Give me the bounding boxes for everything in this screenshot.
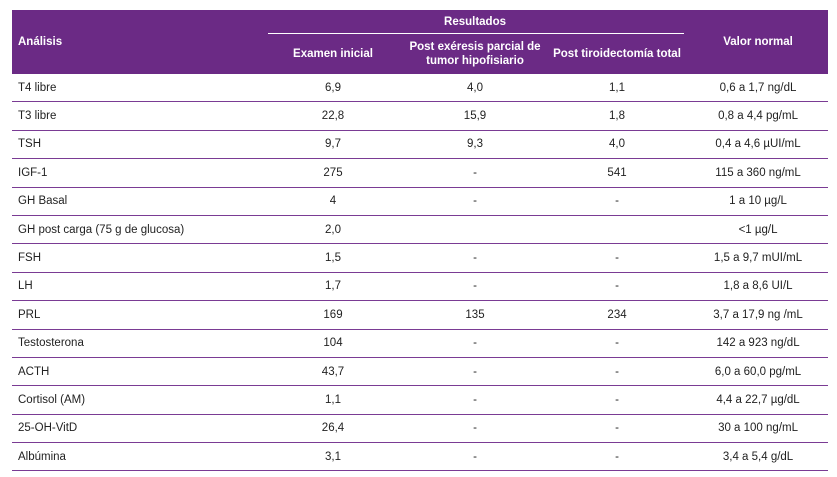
- lab-results-table-container: Análisis Resultados Valor normal Examen …: [12, 10, 829, 472]
- cell-post-exeresis: 15,9: [404, 101, 546, 131]
- cell-analysis: 25-OH-VitD: [12, 414, 262, 444]
- cell-post-thyroidectomy: -: [546, 414, 689, 444]
- table-row: T3 libre 22,8 15,9 1,8 0,8 a 4,4 pg/mL: [12, 101, 829, 131]
- cell-normal-value: 0,8 a 4,4 pg/mL: [688, 101, 829, 131]
- cell-exam-initial: 169: [262, 300, 404, 330]
- header-results: Resultados: [262, 10, 689, 34]
- cell-post-thyroidectomy: -: [546, 385, 689, 415]
- table-header: Análisis Resultados Valor normal Examen …: [12, 10, 829, 74]
- cell-post-thyroidectomy: -: [546, 329, 689, 358]
- cell-post-thyroidectomy: 1,8: [546, 101, 689, 131]
- table-row: Albúmina 3,1- -3,4 a 5,4 g/dL: [12, 442, 829, 472]
- cell-post-exeresis: -: [404, 243, 546, 273]
- cell-post-thyroidectomy: -: [546, 187, 689, 216]
- cell-exam-initial: 275: [262, 158, 404, 188]
- cell-normal-value: 142 a 923 ng/dL: [688, 329, 829, 358]
- cell-post-exeresis: 135: [404, 300, 546, 330]
- cell-post-exeresis: -: [404, 357, 546, 387]
- cell-post-thyroidectomy: -: [546, 442, 689, 472]
- lab-results-table: Análisis Resultados Valor normal Examen …: [12, 10, 829, 472]
- cell-post-thyroidectomy: 234: [546, 300, 689, 330]
- cell-exam-initial: 1,5: [262, 243, 404, 273]
- header-post-thyroidectomy: Post tiroidectomía total: [546, 34, 689, 74]
- table-row: Cortisol (AM) 1,1- -4,4 a 22,7 µg/dL: [12, 385, 829, 415]
- cell-normal-value: 30 a 100 ng/mL: [688, 414, 829, 444]
- cell-normal-value: 3,4 a 5,4 g/dL: [688, 442, 829, 472]
- cell-exam-initial: 3,1: [262, 442, 404, 472]
- table-row: T4 libre 6,9 4,0 1,1 0,6 a 1,7 ng/dL: [12, 74, 829, 103]
- cell-analysis: Albúmina: [12, 442, 262, 472]
- cell-analysis: GH Basal: [12, 187, 262, 216]
- table-row: IGF-1 275-541 115 a 360 ng/mL: [12, 158, 829, 188]
- cell-analysis: LH: [12, 272, 262, 302]
- cell-exam-initial: 22,8: [262, 101, 404, 131]
- cell-post-exeresis: -: [404, 158, 546, 188]
- cell-analysis: TSH: [12, 130, 262, 160]
- cell-exam-initial: 43,7: [262, 357, 404, 387]
- table-row: ACTH 43,7- -6,0 a 60,0 pg/mL: [12, 357, 829, 387]
- cell-post-thyroidectomy: 1,1: [546, 74, 689, 103]
- cell-analysis: T3 libre: [12, 101, 262, 131]
- cell-normal-value: 6,0 a 60,0 pg/mL: [688, 357, 829, 387]
- cell-post-exeresis: -: [404, 385, 546, 415]
- cell-normal-value: 0,4 a 4,6 µUI/mL: [688, 130, 829, 160]
- cell-exam-initial: 104: [262, 329, 404, 358]
- cell-normal-value: 115 a 360 ng/mL: [688, 158, 829, 188]
- header-normal-value: Valor normal: [688, 10, 829, 74]
- cell-normal-value: 1,5 a 9,7 mUI/mL: [688, 243, 829, 273]
- cell-analysis: IGF-1: [12, 158, 262, 188]
- cell-post-exeresis: [404, 215, 546, 245]
- cell-post-thyroidectomy: -: [546, 357, 689, 387]
- cell-post-thyroidectomy: [546, 215, 689, 245]
- cell-exam-initial: 26,4: [262, 414, 404, 444]
- header-exam-initial: Examen inicial: [262, 34, 404, 74]
- cell-post-exeresis: -: [404, 414, 546, 444]
- header-post-exeresis: Post exéresis parcial de tumor hipofisia…: [404, 34, 546, 74]
- cell-normal-value: 1,8 a 8,6 UI/L: [688, 272, 829, 302]
- cell-exam-initial: 2,0: [262, 215, 404, 245]
- cell-exam-initial: 1,7: [262, 272, 404, 302]
- cell-analysis: Testosterona: [12, 329, 262, 358]
- cell-post-exeresis: -: [404, 272, 546, 302]
- cell-post-exeresis: 4,0: [404, 74, 546, 103]
- cell-exam-initial: 9,7: [262, 130, 404, 160]
- cell-analysis: T4 libre: [12, 74, 262, 103]
- cell-analysis: ACTH: [12, 357, 262, 387]
- cell-exam-initial: 4: [262, 187, 404, 216]
- cell-normal-value: <1 µg/L: [688, 215, 829, 245]
- table-row: TSH 9,7 9,3 4,0 0,4 a 4,6 µUI/mL: [12, 130, 829, 160]
- cell-normal-value: 1 a 10 µg/L: [688, 187, 829, 216]
- cell-post-thyroidectomy: 4,0: [546, 130, 689, 160]
- cell-analysis: GH post carga (75 g de glucosa): [12, 215, 262, 245]
- cell-post-thyroidectomy: -: [546, 272, 689, 302]
- cell-post-exeresis: -: [404, 187, 546, 216]
- table-row: FSH 1,5- -1,5 a 9,7 mUI/mL: [12, 243, 829, 273]
- cell-post-thyroidectomy: -: [546, 243, 689, 273]
- table-body: T4 libre 6,9 4,0 1,1 0,6 a 1,7 ng/dL T3 libre…: [12, 74, 829, 472]
- cell-normal-value: 0,6 a 1,7 ng/dL: [688, 74, 829, 103]
- table-row: GH post carga (75 g de glucosa) 2,0 <1 µg/…: [12, 215, 829, 245]
- cell-analysis: Cortisol (AM): [12, 385, 262, 415]
- cell-analysis: FSH: [12, 243, 262, 273]
- cell-exam-initial: 1,1: [262, 385, 404, 415]
- table-row: 25-OH-VitD 26,4- -30 a 100 ng/mL: [12, 414, 829, 444]
- cell-post-thyroidectomy: 541: [546, 158, 689, 188]
- table-row: LH 1,7- -1,8 a 8,6 UI/L: [12, 272, 829, 302]
- cell-exam-initial: 6,9: [262, 74, 404, 103]
- table-row: GH Basal 4- -1 a 10 µg/L: [12, 187, 829, 216]
- cell-normal-value: 3,7 a 17,9 ng /mL: [688, 300, 829, 330]
- table-row: Testosterona 104- -142 a 923 ng/dL: [12, 329, 829, 358]
- cell-post-exeresis: -: [404, 442, 546, 472]
- cell-post-exeresis: -: [404, 329, 546, 358]
- cell-post-exeresis: 9,3: [404, 130, 546, 160]
- cell-normal-value: 4,4 a 22,7 µg/dL: [688, 385, 829, 415]
- cell-analysis: PRL: [12, 300, 262, 330]
- table-row: PRL 169 135 234 3,7 a 17,9 ng /mL: [12, 300, 829, 330]
- header-analysis: Análisis: [12, 10, 262, 74]
